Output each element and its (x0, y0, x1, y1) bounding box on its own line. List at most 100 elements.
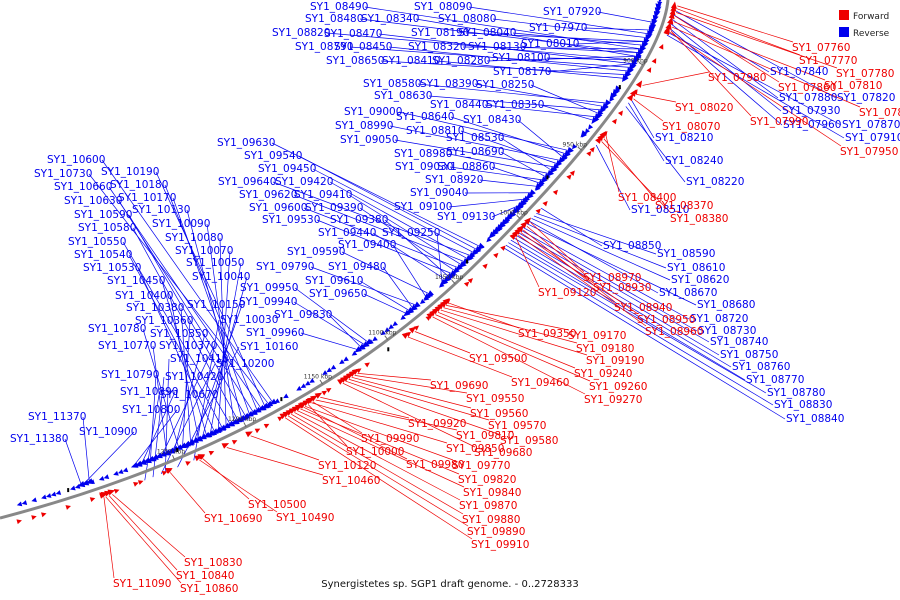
gene-leader-line (162, 345, 215, 455)
reverse-gene-label: SY1_08450 (334, 41, 392, 53)
forward-gene-label: SY1_09820 (458, 474, 516, 486)
gene-leader-line (479, 179, 537, 187)
gene-leader-line (605, 135, 620, 193)
reverse-gene-label: SY1_08980 (394, 148, 452, 160)
forward-gene-glyph (41, 512, 47, 518)
gene-leader-line (540, 207, 603, 247)
gene-leader-line (186, 209, 242, 419)
reverse-gene-glyph (359, 345, 366, 350)
reverse-gene-label: SY1_10200 (216, 358, 274, 370)
forward-gene-label: SY1_08950 (637, 314, 695, 326)
forward-gene-label: SY1_07770 (799, 55, 857, 67)
reverse-gene-label: SY1_08210 (655, 132, 713, 144)
gene-leader-line (500, 137, 552, 171)
forward-gene-glyph (345, 372, 354, 379)
reverse-gene-label: SY1_08190 (411, 27, 469, 39)
forward-gene-glyph (302, 399, 311, 407)
forward-gene-label: SY1_09350 (518, 328, 576, 340)
reverse-gene-glyph (188, 440, 194, 446)
forward-gene-label: SY1_08400 (618, 192, 676, 204)
reverse-gene-glyph (165, 450, 171, 456)
forward-gene-glyph (161, 471, 168, 476)
reverse-gene-label: SY1_10030 (220, 314, 278, 326)
axis-tick-mark (319, 379, 324, 385)
forward-gene-label: SY1_09880 (462, 514, 520, 526)
reverse-gene-label: SY1_10040 (192, 271, 250, 283)
gene-leader-line (144, 394, 160, 481)
forward-gene-glyph (467, 278, 473, 284)
forward-gene-glyph (611, 118, 617, 125)
reverse-gene-glyph (565, 151, 571, 157)
forward-gene-glyph (314, 392, 323, 399)
gene-leader-line (583, 27, 650, 31)
gene-leader-line (354, 375, 468, 394)
forward-gene-label: SY1_09580 (500, 435, 558, 447)
axis-tick-label: 1250 kbp (157, 449, 185, 456)
reverse-gene-label: SY1_10900 (79, 426, 137, 438)
forward-gene-label: SY1_09810 (456, 430, 514, 442)
reverse-gene-label: SY1_08250 (476, 79, 534, 91)
reverse-gene-label: SY1_10350 (150, 328, 208, 340)
gene-leader-line (364, 6, 641, 50)
reverse-gene-glyph (21, 500, 28, 505)
reverse-gene-label: SY1_10730 (34, 168, 92, 180)
reverse-gene-label: SY1_10580 (78, 222, 136, 234)
reverse-gene-glyph (261, 405, 267, 411)
gene-leader-line (436, 60, 624, 79)
axis-tick-mark (172, 455, 175, 461)
reverse-gene-label: SY1_10190 (101, 166, 159, 178)
reverse-gene-glyph (403, 309, 411, 317)
gene-leader-line (329, 181, 468, 259)
reverse-gene-glyph (117, 469, 124, 474)
reverse-gene-glyph (234, 419, 240, 425)
reverse-gene-glyph (657, 1, 663, 7)
forward-gene-glyph (589, 147, 595, 153)
reverse-gene-label: SY1_10550 (68, 236, 126, 248)
reverse-gene-label: SY1_10090 (152, 218, 210, 230)
gene-leader-line (64, 438, 82, 484)
reverse-gene-glyph (339, 359, 345, 365)
reverse-gene-label: SY1_08990 (335, 120, 393, 132)
gene-leader-line (450, 116, 566, 155)
forward-gene-label: SY1_09180 (576, 343, 634, 355)
gene-leader-line (417, 83, 607, 104)
gene-leader-line (315, 399, 458, 431)
reverse-gene-glyph (419, 298, 426, 305)
gene-leader-line (428, 95, 601, 111)
reverse-gene-label: SY1_10160 (240, 341, 298, 353)
gene-leader-line (633, 98, 664, 122)
gene-leader-line (432, 316, 586, 395)
forward-gene-glyph (566, 174, 572, 180)
forward-gene-label: SY1_09240 (574, 368, 632, 380)
gene-leader-line (414, 331, 471, 354)
gene-leader-line (152, 345, 167, 453)
forward-gene-glyph (208, 450, 215, 456)
reverse-gene-glyph (581, 132, 587, 138)
forward-gene-glyph (518, 227, 524, 233)
reverse-gene-label: SY1_10630 (64, 195, 122, 207)
reverse-gene-glyph (215, 428, 222, 433)
reverse-gene-glyph (656, 5, 662, 12)
gene-leader-line (342, 382, 476, 448)
gene-leader-line (436, 232, 443, 283)
reverse-gene-label: SY1_08770 (746, 374, 804, 386)
gene-leader-line (300, 332, 358, 350)
forward-gene-label: SY1_09980 (406, 459, 464, 471)
reverse-gene-glyph (326, 367, 332, 373)
reverse-gene-label: SY1_08730 (698, 325, 756, 337)
forward-gene-glyph (295, 406, 301, 412)
forward-gene-glyph (263, 423, 270, 429)
reverse-gene-label: SY1_07960 (783, 119, 841, 131)
gene-leader-line (174, 333, 206, 450)
reverse-gene-glyph (364, 342, 370, 348)
forward-gene-glyph (425, 315, 431, 321)
forward-gene-glyph (626, 93, 634, 102)
forward-gene-glyph (321, 390, 328, 396)
gene-leader-line (363, 293, 406, 314)
reverse-gene-label: SY1_08100 (492, 52, 550, 64)
gene-leader-line (513, 237, 732, 368)
gene-leader-line (526, 225, 595, 283)
gene-leader-line (312, 168, 474, 253)
reverse-gene-label: SY1_09380 (330, 214, 388, 226)
gene-leader-line (169, 295, 199, 439)
